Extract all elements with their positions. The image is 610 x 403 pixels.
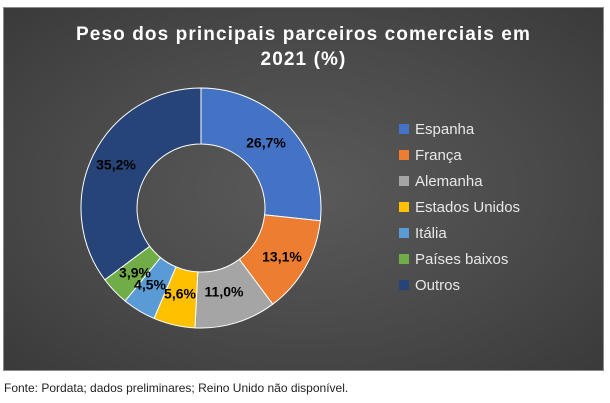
legend-swatch xyxy=(399,202,409,212)
data-label-outros: 35,2% xyxy=(96,157,136,173)
legend-item-espanha: Espanha xyxy=(399,116,520,142)
legend-label: França xyxy=(415,146,462,164)
data-label-itália: 4,5% xyxy=(134,277,166,293)
chart-title: Peso dos principais parceiros comerciais… xyxy=(4,22,603,72)
data-label-frança: 13,1% xyxy=(262,249,302,265)
chart-title-line-1: Peso dos principais parceiros comerciais… xyxy=(76,24,531,45)
chart-legend: Espanha França Alemanha Estados Unidos Itáli… xyxy=(399,116,520,298)
legend-item-frança: França xyxy=(399,142,520,168)
data-label-países-baixos: 3,9% xyxy=(119,265,151,281)
chart-title-line-2: 2021 (%) xyxy=(260,49,347,70)
donut-chart: 26,7% 13,1% 11,0% 5,6%4,5%3,9% 35,2% xyxy=(80,87,322,329)
chart-area: Peso dos principais parceiros comerciais… xyxy=(3,7,604,371)
legend-label: Itália xyxy=(415,224,447,242)
data-label-espanha: 26,7% xyxy=(246,135,286,151)
legend-swatch xyxy=(399,176,409,186)
legend-swatch xyxy=(399,124,409,134)
donut-slice-outros xyxy=(80,87,202,281)
data-label-alemanha: 11,0% xyxy=(205,284,244,300)
legend-label: Alemanha xyxy=(415,172,483,190)
legend-item-itália: Itália xyxy=(399,220,520,246)
legend-label: Espanha xyxy=(415,120,475,138)
donut-slice-espanha xyxy=(200,87,322,222)
legend-label: Países baixos xyxy=(415,250,509,268)
legend-swatch xyxy=(399,254,409,264)
legend-item-outros: Outros xyxy=(399,272,520,298)
data-label-estados-unidos: 5,6% xyxy=(164,286,196,302)
source-note: Fonte: Pordata; dados preliminares; Rein… xyxy=(4,381,349,395)
legend-item-países-baixos: Países baixos xyxy=(399,246,520,272)
legend-swatch xyxy=(399,228,409,238)
legend-label: Estados Unidos xyxy=(415,198,521,216)
legend-swatch xyxy=(399,280,409,290)
legend-item-alemanha: Alemanha xyxy=(399,168,520,194)
legend-label: Outros xyxy=(415,276,461,294)
legend-swatch xyxy=(399,150,409,160)
legend-item-estados-unidos: Estados Unidos xyxy=(399,194,520,220)
